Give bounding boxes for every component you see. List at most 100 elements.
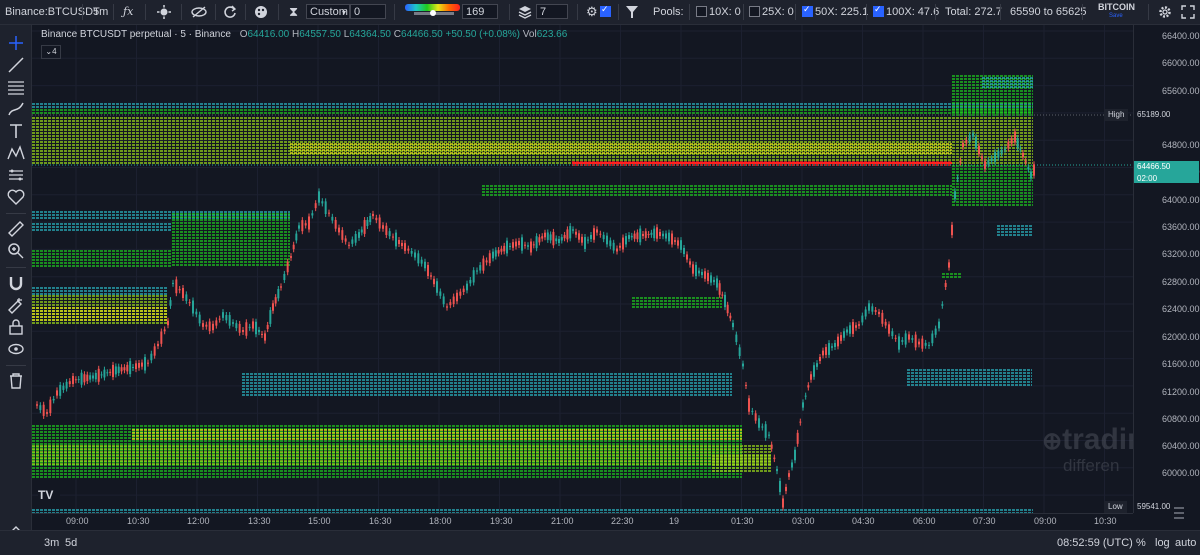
candle-body [163,329,166,332]
indicators-toggle[interactable]: ⌄4 [41,45,61,59]
candle-body [914,334,917,348]
divider [215,4,216,20]
brand-button[interactable]: BITCOIN [1098,2,1135,12]
crosshair-icon[interactable] [6,33,26,53]
prediction-icon[interactable] [6,165,26,185]
tv-logo[interactable]: TV [38,488,60,506]
gear-icon[interactable] [1158,5,1172,29]
candle-body [834,343,836,347]
layers-input[interactable]: 7 [536,4,568,19]
brush-icon[interactable] [6,99,26,119]
price-axis[interactable] [1133,25,1200,513]
pool-50x-checkbox[interactable] [802,4,813,17]
range-5d-button[interactable]: 5d [65,537,78,549]
range-select[interactable]: Custom ▾ [306,4,350,19]
trend-line-icon[interactable] [6,55,26,75]
divider [113,4,114,20]
clock-timezone[interactable]: 08:52:59 (UTC) [1057,537,1133,549]
price-tick: 62000.00 [1162,332,1200,342]
candle-body [157,343,159,347]
pools-label: Pools: [653,6,684,18]
candle-body [274,297,277,304]
candle-body [716,278,718,288]
candle-body [686,254,688,260]
time-tick: 09:00 [1034,516,1057,526]
symbol-button[interactable]: Binance:BTCUSDT [5,6,100,18]
candle-body [689,261,691,265]
candle-body [150,353,153,361]
pattern-icon[interactable] [6,143,26,163]
candle-body [410,250,413,254]
candle-body [928,344,930,346]
axis-settings-icon[interactable] [1172,506,1186,520]
horizontal-lines-icon[interactable] [6,77,26,97]
gradient-value-input[interactable]: 169 [462,4,498,19]
time-tick: 18:00 [429,516,452,526]
candle-body [338,227,340,233]
candle-body [49,399,52,414]
log-toggle[interactable]: log [1155,537,1170,549]
lock-icon[interactable] [6,317,26,337]
candle-body [549,234,552,241]
indicators-icon[interactable]: ƒx [123,5,134,18]
pool-100x-checkbox[interactable] [873,4,884,17]
percent-toggle[interactable]: % [1136,537,1146,549]
candle-body [1022,152,1024,158]
magnet-icon[interactable] [6,273,26,293]
hide-eye-icon[interactable] [191,5,207,29]
candle-body [558,239,560,243]
gradient-slider[interactable] [405,4,460,11]
candle-body [436,281,438,293]
candle-body [311,213,314,216]
candle-body [138,363,140,368]
divider [278,4,279,20]
fullscreen-icon[interactable] [1181,5,1195,29]
candle-body [178,289,181,291]
candle-body [497,250,500,254]
candle-body [965,139,968,144]
candle-body [816,363,818,367]
gradient-handle[interactable] [430,10,436,16]
chart-canvas[interactable] [32,25,1133,513]
pool-25x-checkbox[interactable] [749,6,760,17]
time-axis[interactable] [32,513,1133,531]
candle-body [647,234,650,236]
candle-body [650,232,653,235]
candle-body [881,312,884,324]
high-label: High [1104,109,1129,121]
sidebar-divider [6,365,26,366]
candle-body [290,256,292,258]
candle-body [120,367,123,372]
brand-save-link[interactable]: Save [1109,13,1123,19]
legend-open: 64416.00 [247,29,290,40]
filter-icon[interactable] [626,6,638,30]
layers-icon [518,6,532,19]
pool-10x-checkbox[interactable] [696,6,707,17]
candle-body [855,325,857,328]
sun-settings-icon[interactable] [157,5,171,29]
robot-checkbox[interactable] [600,4,611,17]
candle-body [802,402,804,408]
candle-body [630,235,633,238]
candle-body [1019,148,1022,150]
ruler-icon[interactable] [6,219,26,239]
lock-drawing-icon[interactable] [6,295,26,315]
interval-button[interactable]: 5m [93,6,109,18]
eye-icon[interactable] [6,339,26,359]
robot-icon[interactable]: ⚙ [586,4,598,19]
palette-icon[interactable] [254,5,268,29]
range-3m-button[interactable]: 3m [44,537,60,549]
candle-body [530,241,532,253]
trash-icon[interactable] [6,371,26,391]
heart-icon[interactable] [6,187,26,207]
candle-body [185,294,188,301]
candle-body [86,374,89,382]
candle-body [633,233,636,239]
range-value-input[interactable]: 0 [350,4,386,19]
candle-body [770,444,773,449]
text-tool-icon[interactable] [6,121,26,141]
zoom-in-icon[interactable] [6,241,26,261]
auto-toggle[interactable]: auto [1175,537,1197,549]
candle-body [388,231,391,237]
refresh-icon[interactable] [223,5,237,29]
